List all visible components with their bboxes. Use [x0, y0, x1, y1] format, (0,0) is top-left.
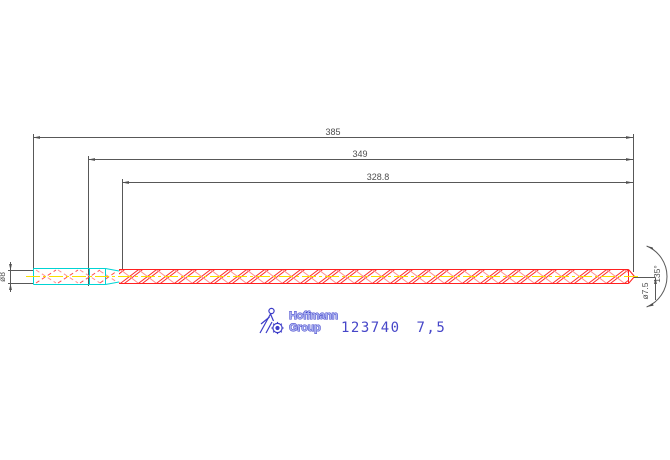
- logo-text-line1: Hoffmann: [289, 310, 339, 322]
- dimension-secondary-length: 349: [88, 149, 633, 161]
- dim-label-tip-diameter: ø7.5: [640, 282, 650, 299]
- logo-text-line2: Group: [289, 322, 321, 334]
- logo-figure-torso: [269, 313, 275, 322]
- hoffmann-logo-mark: [259, 307, 284, 335]
- dim-label-overall-length: 385: [325, 127, 340, 137]
- dimension-overall-length: 385: [33, 127, 633, 139]
- dimension-tip-diameter: ø7.5: [634, 277, 657, 300]
- hoffmann-logo: Hoffmann Group: [259, 307, 339, 335]
- dimension-point-angle: 135°: [646, 245, 668, 308]
- logo-figure-head: [268, 307, 275, 315]
- part-number: 123740 7,5: [341, 320, 446, 336]
- dim-label-flute-length: 328.8: [367, 172, 390, 182]
- dim-label-secondary-length: 349: [352, 149, 367, 159]
- dim-label-point-angle: 135°: [652, 265, 662, 283]
- dimension-flute-length: 328.8: [122, 172, 633, 184]
- extension-lines: [33, 134, 634, 286]
- logo-figure-leg2: [265, 321, 273, 334]
- logo-figure-arm: [260, 316, 270, 325]
- dim-label-shank-diameter: ø8: [0, 272, 7, 282]
- dimension-shank-diameter: ø8: [0, 262, 33, 292]
- gear-icon: [271, 321, 284, 335]
